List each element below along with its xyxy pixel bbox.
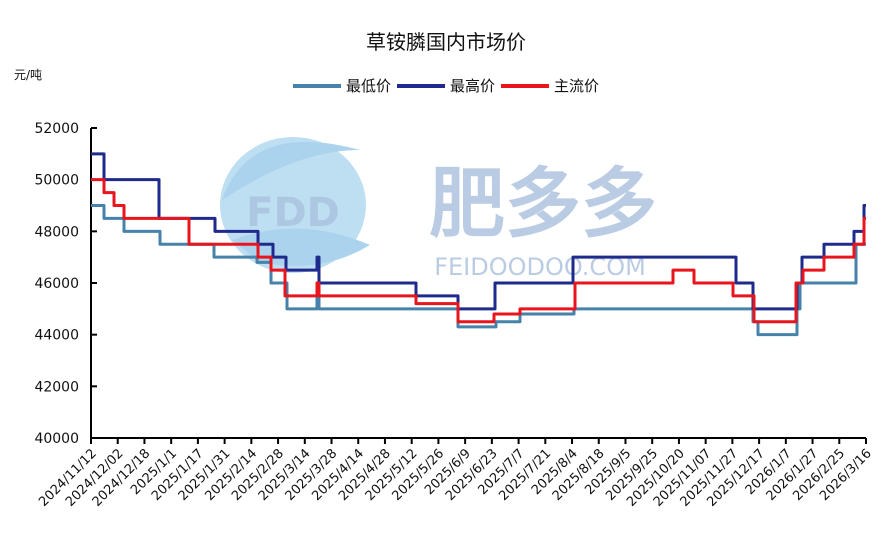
y-tick-label: 42000 — [34, 379, 79, 395]
series-line-2 — [91, 178, 866, 324]
chart-legend: 最低价 最高价 主流价 — [293, 75, 601, 96]
watermark-leaf-top-icon — [222, 141, 360, 200]
y-tick-label: 52000 — [34, 121, 79, 137]
legend-item-min: 最低价 — [293, 75, 391, 96]
y-tick-label: 46000 — [34, 276, 79, 292]
chart-title: 草铵膦国内市场价 — [366, 30, 526, 54]
y-tick-label: 48000 — [34, 224, 79, 240]
legend-swatch-max — [397, 83, 446, 88]
watermark-brand-text: 肥多多 — [429, 159, 657, 248]
legend-label-main: 主流价 — [554, 77, 600, 95]
watermark-logo-text: FDD — [246, 190, 340, 236]
series-lines — [91, 152, 866, 337]
legend-swatch-main — [501, 83, 550, 88]
legend-label-max: 最高价 — [450, 77, 496, 95]
axes: 400004200044000460004800050000520002024/… — [34, 121, 874, 510]
legend-swatch-min — [293, 83, 341, 88]
y-tick-label: 50000 — [34, 173, 79, 189]
series-line-1 — [91, 152, 866, 311]
y-axis-unit-label: 元/吨 — [14, 68, 43, 82]
y-tick-label: 40000 — [34, 431, 79, 447]
legend-label-min: 最低价 — [346, 77, 392, 95]
y-tick-label: 44000 — [34, 328, 79, 344]
legend-item-max: 最高价 — [397, 75, 495, 96]
legend-item-main: 主流价 — [501, 75, 599, 96]
